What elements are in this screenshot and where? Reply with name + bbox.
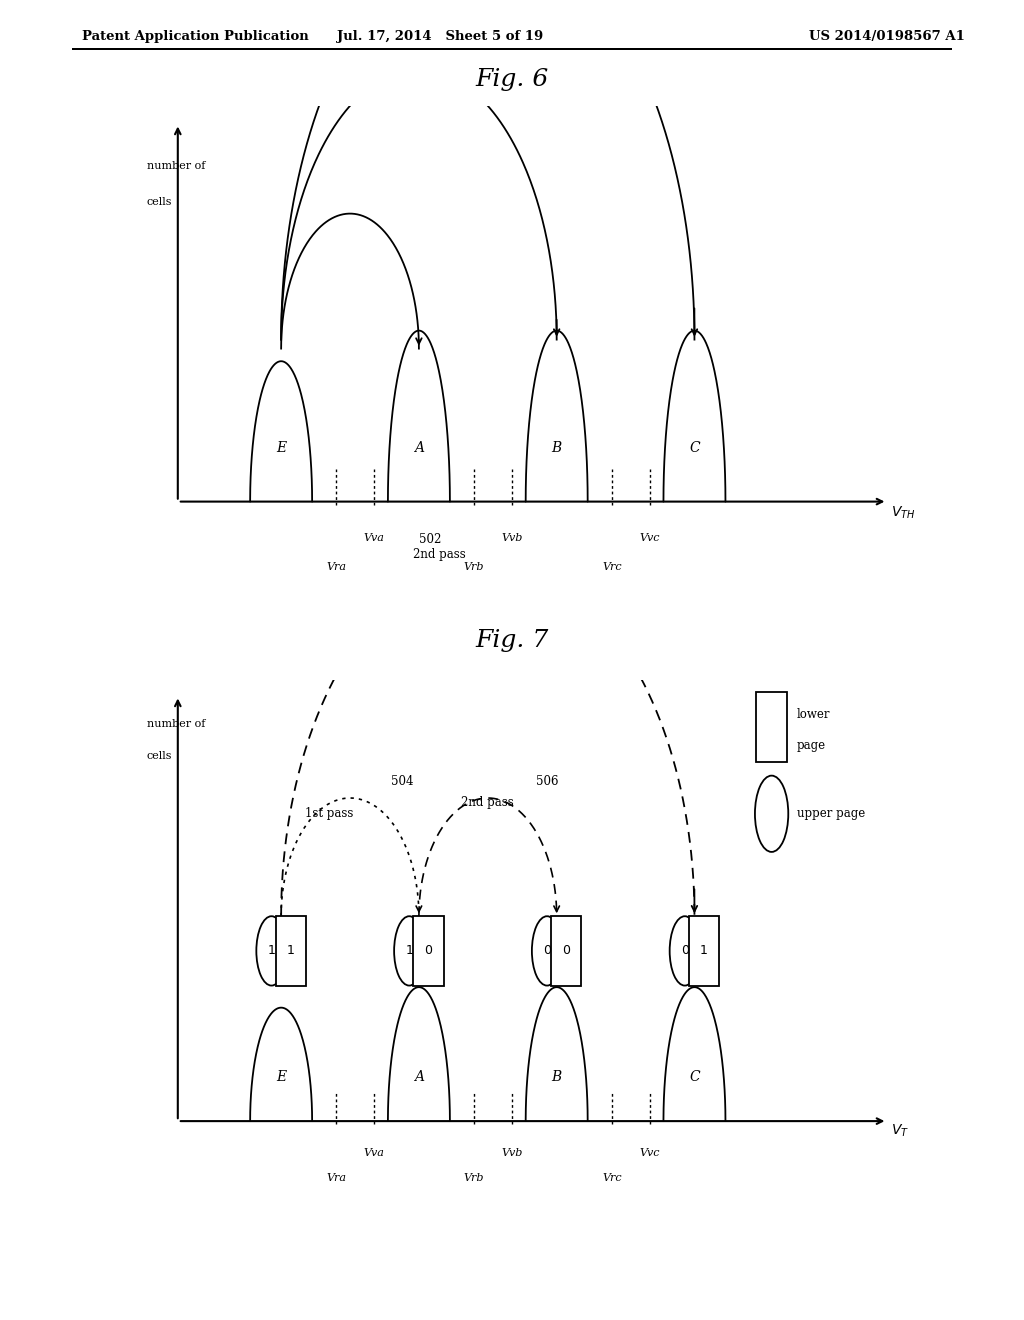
- Text: Vvc: Vvc: [639, 533, 659, 544]
- Text: Vva: Vva: [364, 533, 385, 544]
- Text: E: E: [276, 1071, 286, 1084]
- Text: Vrb: Vrb: [464, 562, 484, 572]
- FancyBboxPatch shape: [551, 916, 582, 986]
- Text: US 2014/0198567 A1: US 2014/0198567 A1: [809, 30, 965, 44]
- Text: E: E: [276, 441, 286, 454]
- Text: Vvc: Vvc: [639, 1148, 659, 1158]
- Text: 1: 1: [406, 944, 414, 957]
- Text: B: B: [552, 1071, 562, 1084]
- Text: 504: 504: [391, 775, 414, 788]
- Text: 506: 506: [536, 775, 558, 788]
- Text: Vvb: Vvb: [501, 533, 522, 544]
- Text: cells: cells: [146, 751, 172, 760]
- Text: C: C: [689, 441, 699, 454]
- Text: A: A: [414, 441, 424, 454]
- Text: Vva: Vva: [364, 1148, 385, 1158]
- Text: lower: lower: [797, 708, 830, 721]
- Text: 0: 0: [543, 944, 551, 957]
- Text: 1st pass: 1st pass: [305, 807, 353, 820]
- Text: Vrc: Vrc: [602, 562, 622, 572]
- FancyBboxPatch shape: [414, 916, 443, 986]
- Text: Fig. 6: Fig. 6: [475, 67, 549, 91]
- FancyBboxPatch shape: [689, 916, 719, 986]
- Text: Vrb: Vrb: [464, 1173, 484, 1183]
- Text: 0: 0: [425, 944, 432, 957]
- Text: number of: number of: [146, 719, 205, 729]
- Text: 0: 0: [562, 944, 570, 957]
- Text: Jul. 17, 2014   Sheet 5 of 19: Jul. 17, 2014 Sheet 5 of 19: [337, 30, 544, 44]
- Text: number of: number of: [146, 161, 205, 170]
- Text: Vrc: Vrc: [602, 1173, 622, 1183]
- Text: Patent Application Publication: Patent Application Publication: [82, 30, 308, 44]
- Text: 1: 1: [700, 944, 708, 957]
- Text: Vra: Vra: [327, 562, 346, 572]
- Text: B: B: [552, 441, 562, 454]
- Text: 0: 0: [681, 944, 689, 957]
- Text: $V_{TH}$: $V_{TH}$: [891, 504, 915, 520]
- Text: 1: 1: [287, 944, 295, 957]
- Text: Fig. 7: Fig. 7: [475, 628, 549, 652]
- Text: 2nd pass: 2nd pass: [462, 796, 514, 809]
- FancyBboxPatch shape: [275, 916, 306, 986]
- Text: 1: 1: [267, 944, 275, 957]
- Text: Vra: Vra: [327, 1173, 346, 1183]
- Text: C: C: [689, 1071, 699, 1084]
- Text: page: page: [797, 739, 826, 752]
- Text: cells: cells: [146, 197, 172, 207]
- Text: 2nd pass: 2nd pass: [414, 548, 466, 561]
- FancyBboxPatch shape: [757, 693, 786, 762]
- Text: A: A: [414, 1071, 424, 1084]
- Text: $V_T$: $V_T$: [891, 1122, 909, 1139]
- Text: 502: 502: [419, 533, 441, 545]
- Text: upper page: upper page: [797, 808, 865, 820]
- Text: Vvb: Vvb: [501, 1148, 522, 1158]
